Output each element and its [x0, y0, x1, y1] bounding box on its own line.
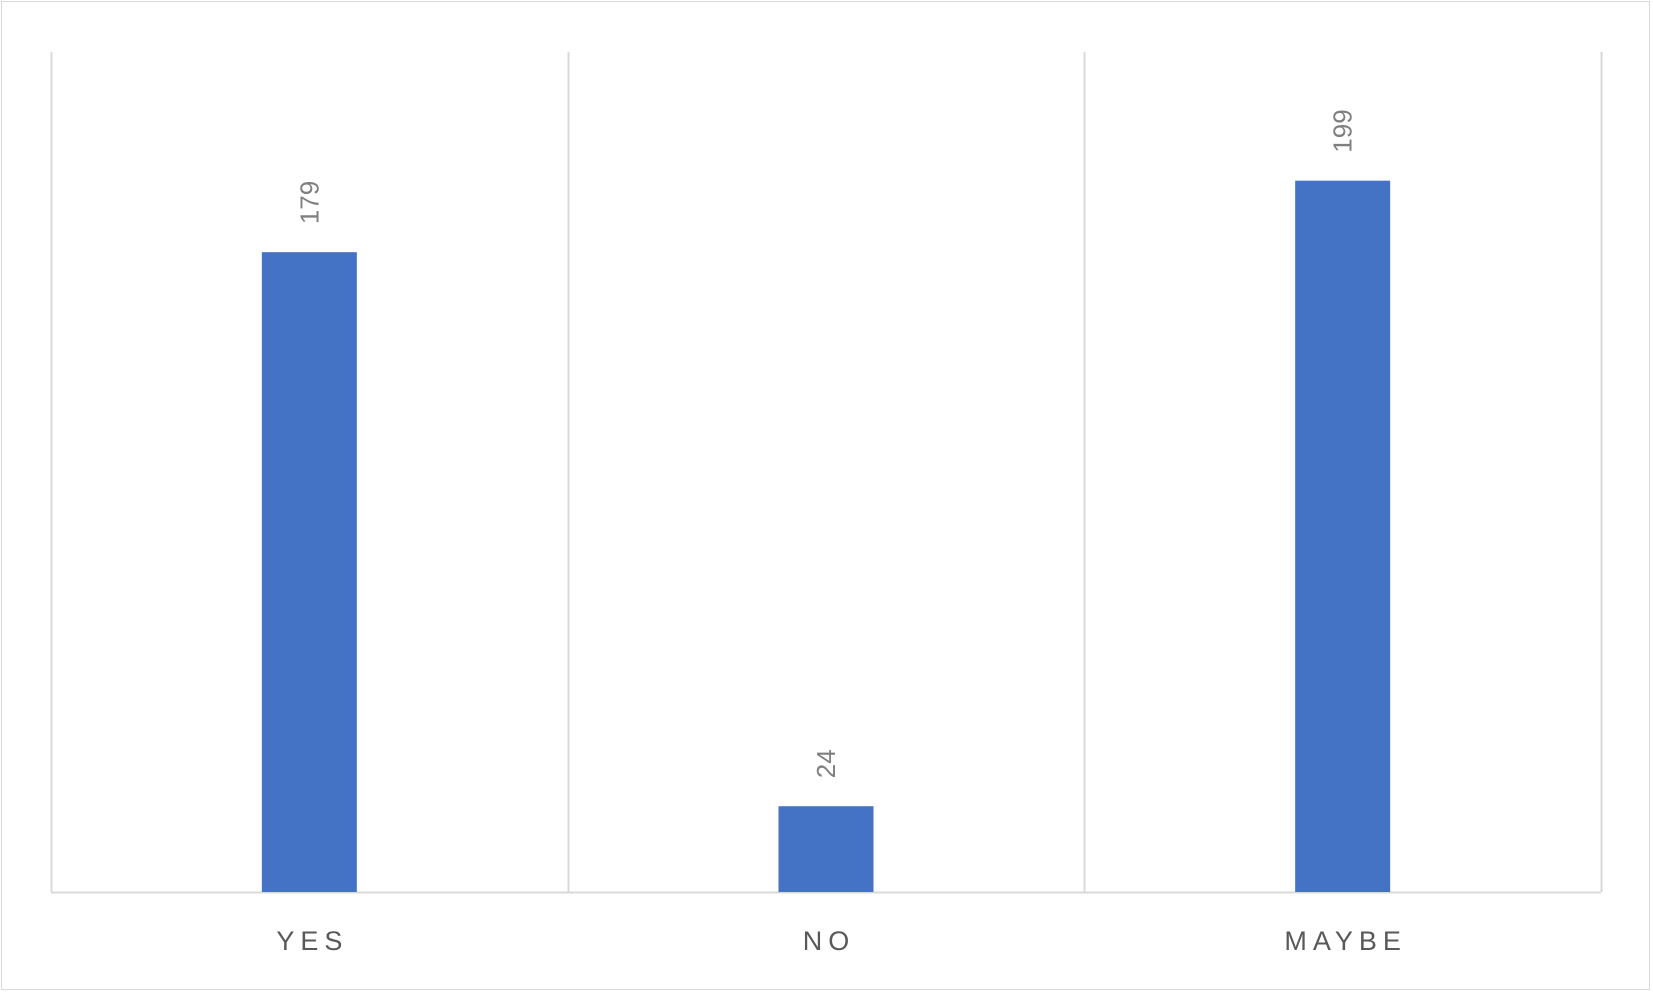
data-label-maybe: 199 — [1328, 109, 1358, 152]
bar-yes — [261, 252, 357, 892]
data-label-yes: 179 — [294, 181, 324, 224]
tick-label-maybe: MAYBE — [1284, 926, 1407, 956]
data-label-no: 24 — [811, 749, 841, 778]
tick-label-no: NO — [803, 926, 856, 956]
bar-maybe — [1295, 180, 1391, 892]
tick-label-yes: YES — [276, 926, 348, 956]
bar-no — [778, 806, 874, 892]
